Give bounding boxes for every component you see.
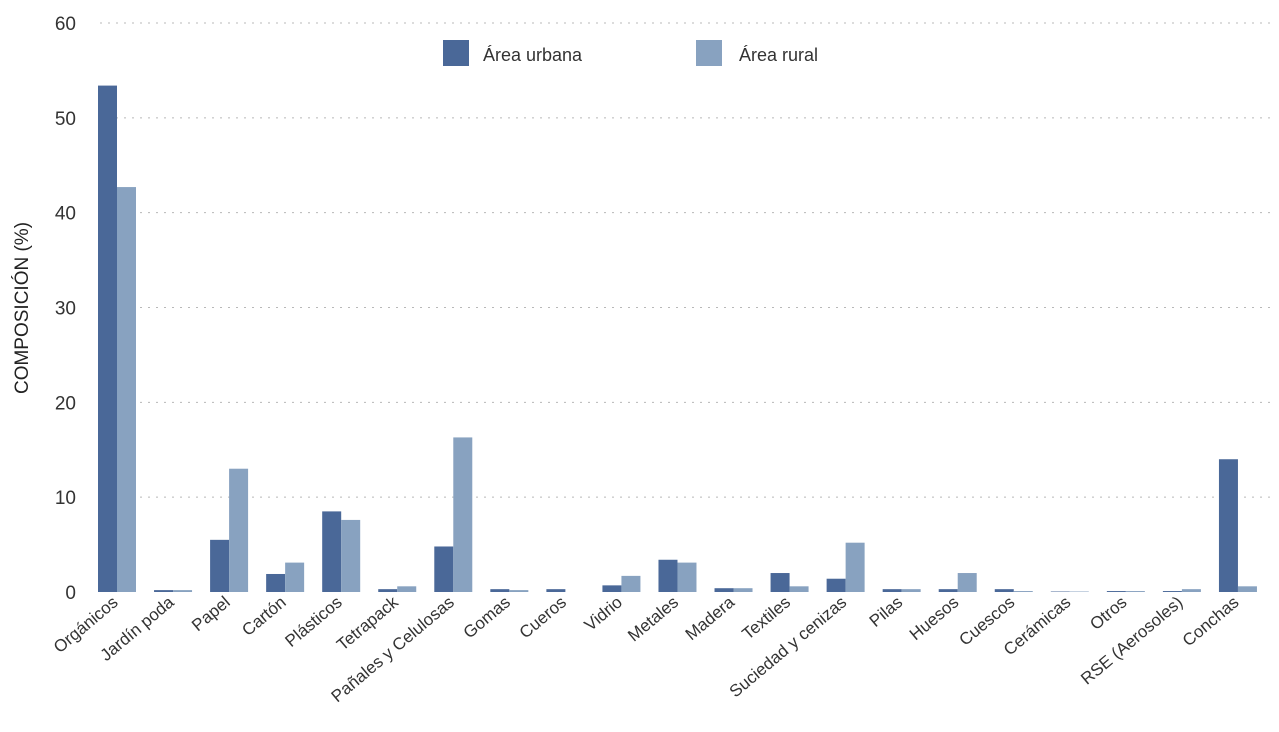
y-tick-label: 60 (55, 14, 76, 35)
bar-area-rural-metales (677, 562, 697, 592)
bar-area-urbana-metales (658, 559, 678, 592)
bar-area-rural-plasticos (341, 519, 361, 592)
bar-area-rural-papel (229, 468, 249, 592)
x-tick-label: Gomas (460, 593, 514, 643)
bar-area-urbana-panales-y-celulosas (434, 546, 454, 592)
x-tick-label: Madera (682, 592, 739, 644)
bar-area-rural-jardin-poda (173, 590, 193, 592)
bar-area-rural-organicos (117, 187, 136, 593)
bar-area-urbana-suciedad-y-cenizas (826, 578, 846, 592)
bar-area-urbana-tetrapack (378, 589, 398, 592)
bar-area-urbana-organicos (98, 85, 117, 592)
legend-label-area-rural: Área rural (739, 45, 818, 65)
x-tick-label: Cueros (516, 593, 570, 643)
bar-area-urbana-huesos (938, 589, 958, 592)
y-tick-label: 10 (55, 488, 76, 509)
bar-area-rural-huesos (957, 573, 977, 592)
legend-swatch-area-rural (696, 40, 722, 66)
legend-swatch-area-urbana (443, 40, 469, 66)
y-tick-label: 40 (55, 204, 76, 225)
bar-area-urbana-jardin-poda (154, 590, 174, 592)
bar-area-urbana-vidrio (602, 585, 622, 592)
bar-area-rural-carton (285, 562, 305, 592)
bars (98, 85, 1257, 593)
bar-area-rural-madera (733, 588, 753, 592)
y-axis-title: COMPOSICIÓN (%) (11, 222, 33, 394)
x-tick-label: RSE (Aerosoles) (1077, 593, 1186, 689)
bar-area-rural-suciedad-y-cenizas (845, 542, 865, 592)
legend-label-area-urbana: Área urbana (483, 45, 583, 65)
bar-area-rural-tetrapack (397, 586, 417, 592)
y-axis-ticks: 0 10 20 30 40 50 60 (55, 14, 76, 604)
bar-area-rural-gomas (509, 590, 529, 592)
bar-area-urbana-rse-aerosoles (1162, 591, 1182, 592)
bar-area-rural-conchas (1237, 586, 1257, 592)
bar-area-urbana-cueros (546, 589, 566, 592)
x-tick-label: Cartón (238, 593, 289, 640)
x-tick-label: Pilas (866, 593, 906, 631)
bar-area-rural-vidrio (621, 575, 641, 592)
bar-area-urbana-papel (210, 539, 230, 592)
y-tick-label: 50 (55, 109, 76, 130)
y-tick-label: 20 (55, 393, 76, 414)
x-tick-label: Conchas (1179, 593, 1243, 651)
legend: Área urbana Área rural (443, 40, 818, 66)
x-tick-label: Huesos (906, 593, 962, 645)
bar-area-urbana-textiles (770, 573, 790, 592)
x-tick-label: Metales (624, 593, 682, 646)
x-tick-label: Otros (1086, 593, 1130, 634)
y-tick-label: 0 (65, 583, 76, 604)
x-tick-label: Vidrio (581, 593, 626, 635)
bar-area-urbana-madera (714, 588, 734, 592)
bar-area-urbana-cuescos (994, 589, 1014, 592)
bar-area-rural-otros (1125, 591, 1145, 592)
bar-area-urbana-gomas (490, 589, 510, 592)
bar-area-urbana-pilas (882, 589, 902, 592)
bar-area-rural-pilas (901, 589, 921, 592)
gridlines (100, 22, 1275, 498)
bar-area-rural-panales-y-celulosas (453, 437, 473, 592)
bar-area-rural-textiles (789, 586, 809, 592)
bar-area-urbana-otros (1106, 591, 1126, 592)
bar-area-urbana-conchas (1218, 459, 1238, 592)
bar-area-urbana-carton (266, 573, 286, 592)
x-tick-label: Papel (188, 593, 234, 636)
bar-area-urbana-plasticos (322, 511, 342, 592)
y-tick-label: 30 (55, 299, 76, 320)
bar-area-rural-rse-aerosoles (1181, 589, 1201, 592)
bar-area-rural-cuescos (1013, 591, 1033, 592)
